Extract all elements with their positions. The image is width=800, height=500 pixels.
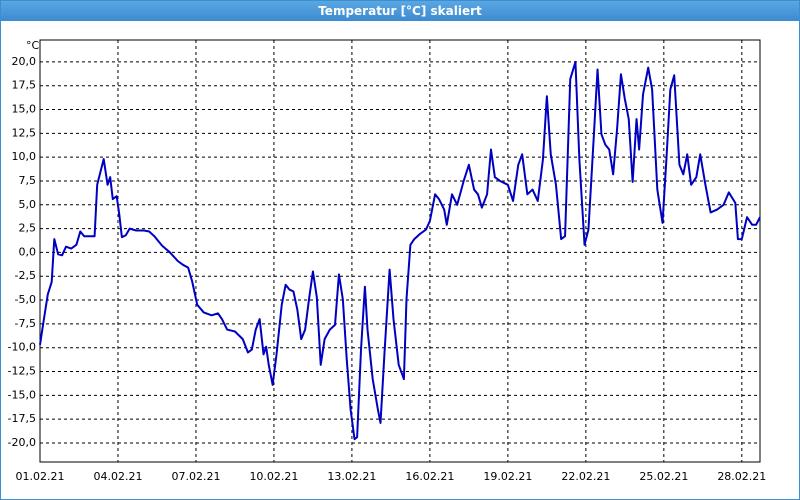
x-tick-label: 25.02.21 <box>639 470 688 483</box>
y-tick-label: -5,0 <box>15 293 36 306</box>
y-tick-label: -15,0 <box>8 388 36 401</box>
x-tick-label: 04.02.21 <box>93 470 142 483</box>
y-tick-label: -2,5 <box>15 269 36 282</box>
x-tick-label: 22.02.21 <box>561 470 610 483</box>
y-tick-label: 5,0 <box>19 198 37 211</box>
y-tick-label: 15,0 <box>12 103 37 116</box>
y-tick-label: -12,5 <box>8 365 36 378</box>
title-bar: Temperatur [°C] skaliert <box>1 1 799 21</box>
x-tick-label: 19.02.21 <box>483 470 532 483</box>
y-tick-label: 20,0 <box>12 55 37 68</box>
x-tick-label: 13.02.21 <box>327 470 376 483</box>
data-line <box>39 60 761 441</box>
y-tick-label: -17,5 <box>8 412 36 425</box>
y-tick-label: -20,0 <box>8 436 36 449</box>
y-tick-label: 7,5 <box>19 174 37 187</box>
y-tick-label: -7,5 <box>15 317 36 330</box>
x-tick-label: 07.02.21 <box>171 470 220 483</box>
y-tick-label: -10,0 <box>8 341 36 354</box>
y-axis-label: °C <box>26 39 40 52</box>
x-tick-label: 01.02.21 <box>16 470 65 483</box>
x-tick-label: 10.02.21 <box>249 470 298 483</box>
y-tick-label: 17,5 <box>12 79 37 92</box>
y-tick-label: 0,0 <box>19 245 37 258</box>
y-tick-label: 2,5 <box>19 222 37 235</box>
x-tick-label: 28.02.21 <box>717 470 766 483</box>
x-tick-label: 16.02.21 <box>405 470 454 483</box>
y-tick-label: 12,5 <box>12 126 37 139</box>
y-tick-label: 10,0 <box>12 150 37 163</box>
